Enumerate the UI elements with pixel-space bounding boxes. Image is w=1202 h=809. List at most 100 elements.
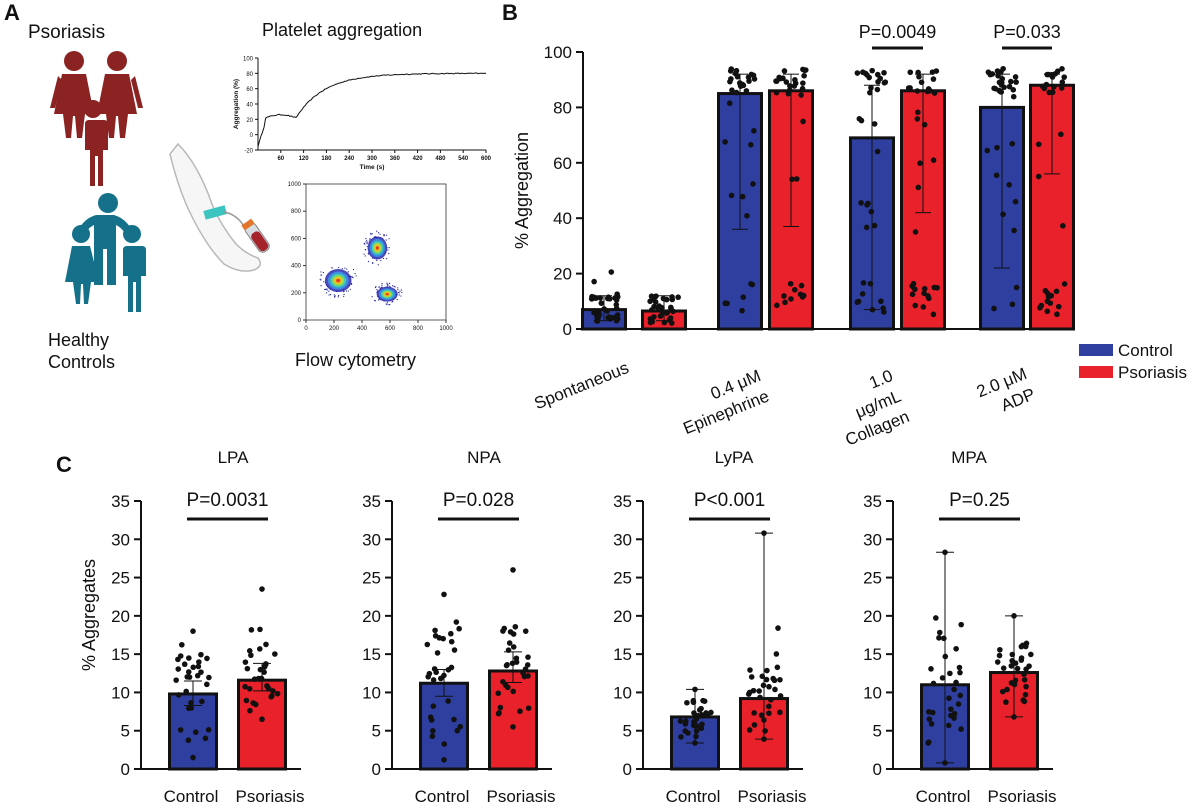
c-data-point bbox=[748, 674, 755, 680]
b-data-point bbox=[1006, 181, 1012, 188]
c-y-tick-label: 25 bbox=[111, 569, 130, 588]
flow-event-dot bbox=[344, 267, 346, 269]
flow-y-tick-label: 0 bbox=[298, 318, 302, 324]
c-y-tick-label: 30 bbox=[613, 530, 632, 549]
c-data-point bbox=[186, 655, 192, 661]
b-data-point bbox=[1006, 83, 1013, 90]
c-data-point bbox=[454, 727, 461, 734]
c-y-tick-label: 0 bbox=[623, 760, 632, 779]
b-data-point bbox=[881, 309, 887, 315]
c-data-point bbox=[427, 714, 434, 721]
b-data-point bbox=[931, 90, 938, 96]
c-category-label: Psoriasis bbox=[738, 787, 807, 806]
flow-event-dot bbox=[326, 288, 328, 290]
c-data-point bbox=[190, 664, 197, 671]
b-data-point bbox=[739, 193, 746, 200]
flow-event-dot bbox=[347, 271, 349, 273]
c-data-point bbox=[248, 627, 255, 633]
flow-event-dot bbox=[389, 304, 391, 306]
b-data-point bbox=[1059, 66, 1065, 72]
b-data-point bbox=[915, 184, 922, 191]
b-data-point bbox=[995, 72, 1001, 79]
c-data-point bbox=[505, 647, 512, 653]
c-data-point bbox=[771, 677, 778, 684]
c-data-point bbox=[957, 692, 964, 699]
b-data-point bbox=[987, 71, 994, 78]
c-data-point bbox=[272, 651, 278, 657]
b-data-point bbox=[1055, 303, 1062, 310]
b-y-tick-label: 20 bbox=[553, 265, 572, 284]
b-data-point bbox=[915, 109, 921, 116]
c-data-point bbox=[263, 641, 269, 648]
trace-x-tick-label: 420 bbox=[413, 156, 424, 162]
c-data-point bbox=[190, 754, 196, 761]
c-data-point bbox=[761, 736, 767, 742]
c-data-point bbox=[777, 676, 783, 683]
flow-event-dot bbox=[375, 236, 377, 239]
c-data-point bbox=[437, 675, 444, 682]
c-data-point bbox=[766, 703, 772, 710]
c-data-point bbox=[510, 631, 517, 637]
b-data-point bbox=[1010, 93, 1017, 100]
platelet-aggregation-title: Platelet aggregation bbox=[262, 20, 422, 40]
b-data-point bbox=[930, 157, 937, 163]
flow-event-dot bbox=[333, 296, 336, 298]
b-data-point bbox=[798, 282, 805, 289]
c-bar-psoriasis bbox=[488, 669, 538, 771]
c-data-point bbox=[951, 710, 958, 717]
c-data-point bbox=[204, 681, 210, 688]
c-data-point bbox=[243, 697, 250, 704]
c-data-point bbox=[701, 698, 708, 704]
b-data-point bbox=[1053, 288, 1060, 295]
b-data-point bbox=[874, 86, 881, 93]
b-y-tick-label: 100 bbox=[544, 43, 572, 62]
flow-event-dot bbox=[373, 299, 376, 302]
b-data-point bbox=[747, 141, 754, 148]
flow-cytometry-plot: 0 200 400 600 800 1000 0 200 400 600 800 1000 bbox=[288, 182, 454, 332]
b-data-point bbox=[912, 302, 919, 309]
flow-event-dot bbox=[374, 235, 376, 238]
c-data-point bbox=[692, 740, 698, 746]
c-data-point bbox=[685, 730, 691, 736]
flow-y-tick-label: 800 bbox=[291, 209, 302, 215]
b-data-point bbox=[905, 85, 912, 91]
flow-event-dot bbox=[345, 290, 348, 292]
flow-event-dot bbox=[375, 285, 377, 288]
c-data-point bbox=[1009, 651, 1016, 658]
c-y-tick-label: 30 bbox=[863, 530, 882, 549]
c-data-point bbox=[693, 722, 699, 729]
c-data-point bbox=[510, 724, 516, 730]
flow-event-dot bbox=[379, 233, 381, 235]
flow-event-dot bbox=[319, 278, 321, 280]
b-data-point bbox=[751, 127, 757, 134]
c-data-point bbox=[933, 615, 939, 621]
b-data-point bbox=[933, 68, 940, 74]
b-data-point bbox=[860, 280, 867, 286]
flow-event-dot bbox=[366, 242, 368, 245]
b-data-point bbox=[1035, 141, 1042, 148]
c-data-point bbox=[691, 710, 697, 716]
b-data-point bbox=[907, 69, 914, 76]
flow-event-dot bbox=[366, 241, 368, 243]
c-data-point bbox=[456, 625, 462, 632]
c-category-label: Control bbox=[916, 787, 971, 806]
c-y-tick-label: 35 bbox=[863, 492, 882, 511]
b-data-point bbox=[746, 78, 752, 84]
c-data-point bbox=[510, 644, 517, 650]
c-data-point bbox=[996, 652, 1003, 659]
psoriasis-label: Psoriasis bbox=[28, 22, 105, 43]
c-data-point bbox=[772, 686, 778, 693]
b-data-point bbox=[597, 295, 604, 301]
b-data-point bbox=[800, 80, 806, 86]
b-legend-label-psoriasis: Psoriasis bbox=[1118, 363, 1187, 382]
b-data-point bbox=[783, 79, 790, 85]
b-data-point bbox=[1058, 131, 1064, 138]
c-data-point bbox=[777, 693, 784, 699]
b-data-point bbox=[869, 306, 876, 313]
c-data-point bbox=[947, 670, 953, 677]
b-data-point bbox=[871, 222, 878, 229]
b-data-point bbox=[801, 72, 807, 79]
flow-event-dot bbox=[368, 240, 370, 242]
c-data-point bbox=[434, 650, 441, 656]
